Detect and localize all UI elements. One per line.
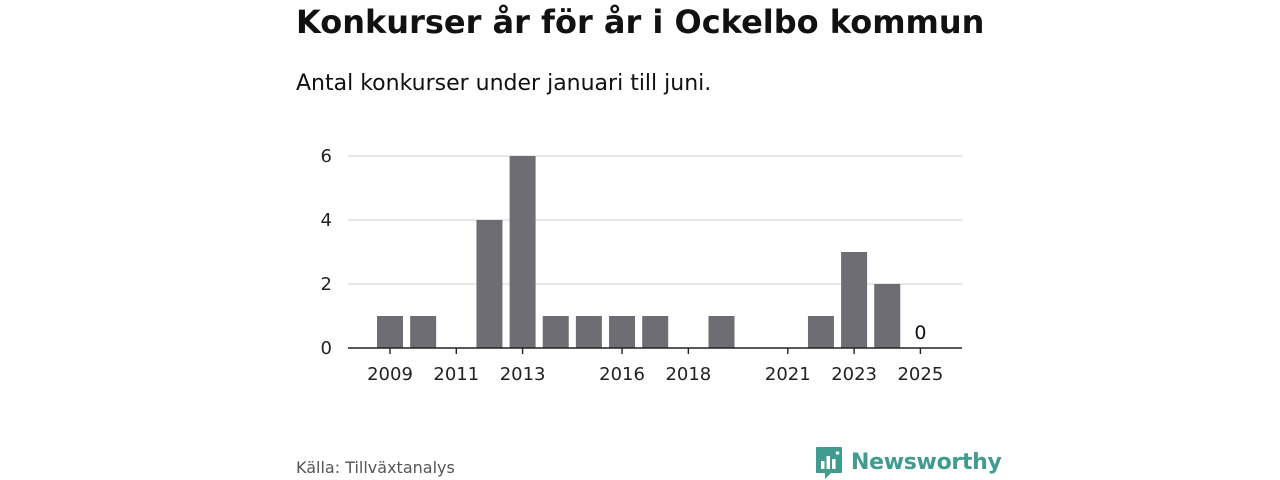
source-note: Källa: Tillväxtanalys xyxy=(296,458,455,477)
y-tick-label-6: 6 xyxy=(321,146,332,167)
x-tick-label-2018: 2018 xyxy=(665,364,711,385)
grid-lines xyxy=(348,155,962,285)
bar-chart: 0 2 4 6 2009 2011 2013 2016 2018 2021 2023 2025 0 xyxy=(321,146,962,385)
bar-2024 xyxy=(874,284,901,348)
bars xyxy=(377,156,901,348)
x-tick-label-2009: 2009 xyxy=(367,364,413,385)
bar-2016 xyxy=(609,316,636,348)
x-tick-label-2021: 2021 xyxy=(765,364,811,385)
bar-2019 xyxy=(708,316,735,348)
x-tick-label-2023: 2023 xyxy=(831,364,877,385)
y-tick-label-2: 2 xyxy=(321,274,332,295)
x-tick-label-2013: 2013 xyxy=(500,364,546,385)
bar-2014 xyxy=(542,316,569,348)
x-tick-label-2011: 2011 xyxy=(433,364,479,385)
bar-2017 xyxy=(642,316,669,348)
x-tick-label-2025: 2025 xyxy=(897,364,943,385)
newsworthy-brand: Newsworthy xyxy=(815,446,1002,480)
labels: 0 2 4 6 2009 2011 2013 2016 2018 2021 2023 2025 0 xyxy=(321,146,944,385)
x-tick-label-2016: 2016 xyxy=(599,364,645,385)
bar-2010 xyxy=(410,316,437,348)
newsworthy-logo-icon xyxy=(816,447,842,479)
bar-2013 xyxy=(509,156,536,348)
chart-subtitle: Antal konkurser under januari till juni. xyxy=(296,71,712,96)
chart-title: Konkurser år för år i Ockelbo kommun xyxy=(296,3,985,41)
bar-2022 xyxy=(807,316,834,348)
y-tick-label-4: 4 xyxy=(321,210,332,231)
bar-2023 xyxy=(841,252,868,348)
data-label-2025: 0 xyxy=(914,322,926,344)
brand-name: Newsworthy xyxy=(851,450,1002,475)
bar-2015 xyxy=(575,316,602,348)
y-tick-label-0: 0 xyxy=(321,338,332,359)
axes xyxy=(348,347,962,354)
bar-2012 xyxy=(476,220,503,348)
bar-2009 xyxy=(377,316,403,348)
